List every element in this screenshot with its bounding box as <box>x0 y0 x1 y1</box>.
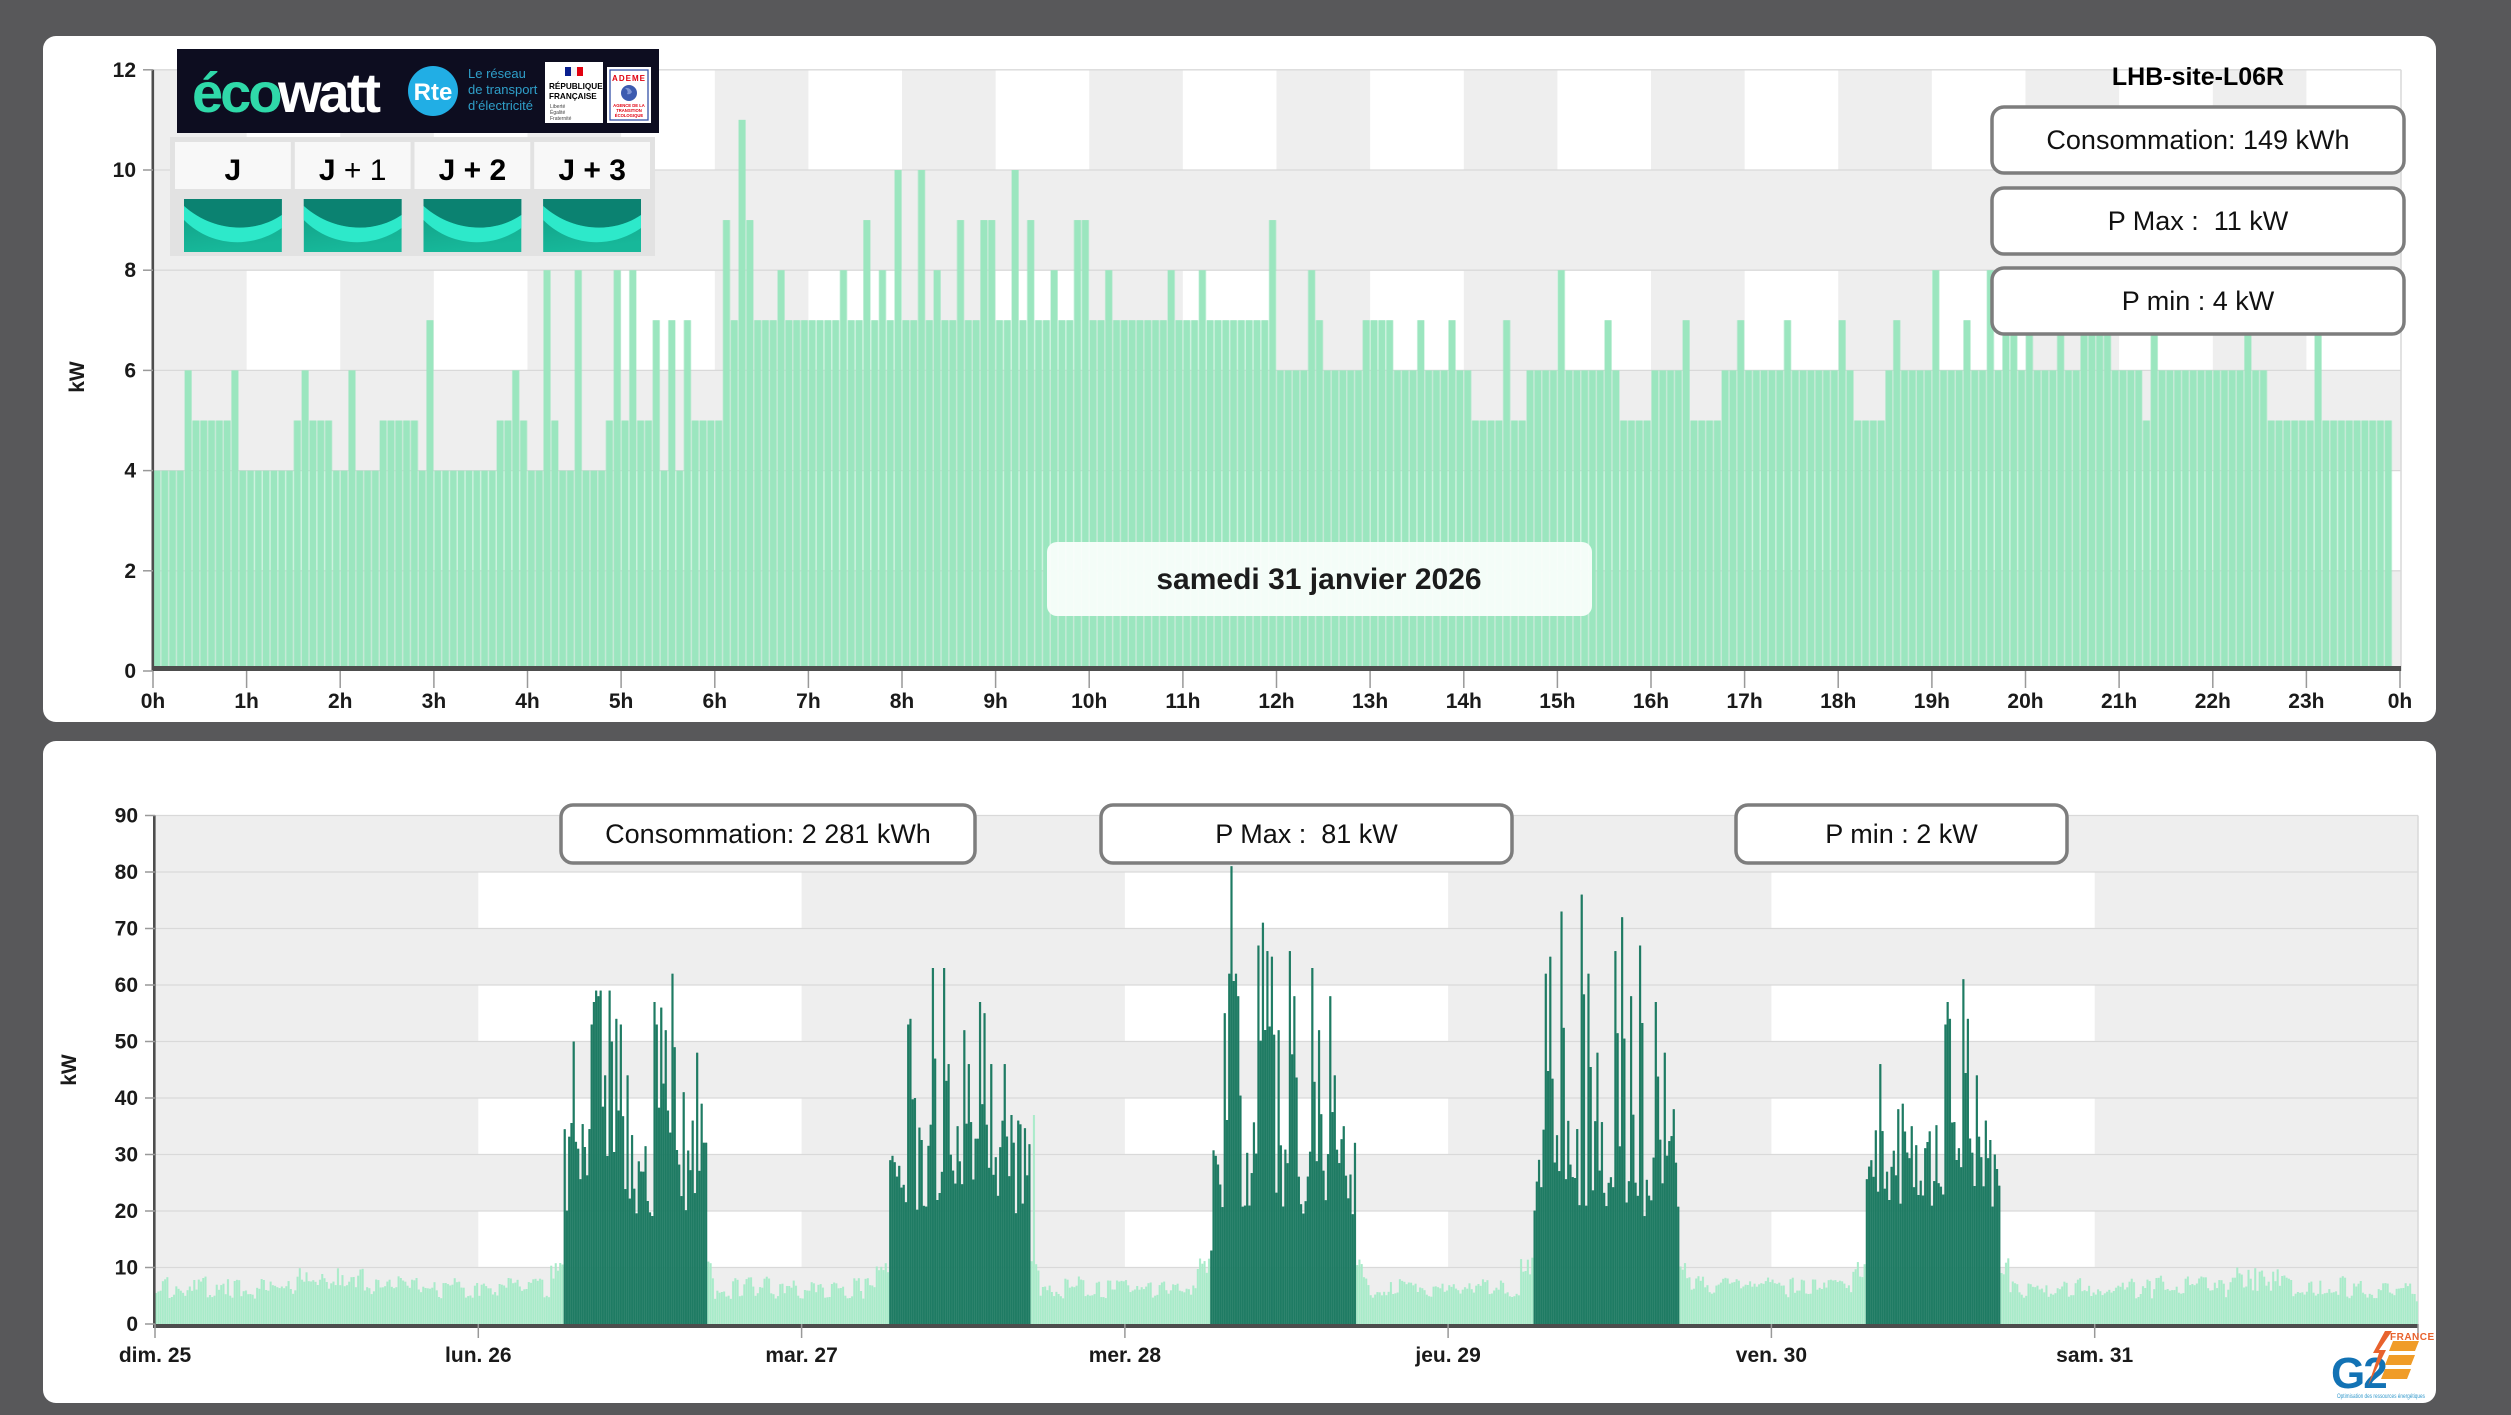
svg-text:7h: 7h <box>796 690 821 713</box>
svg-text:mar. 27: mar. 27 <box>765 1344 837 1367</box>
svg-text:J: J <box>225 154 242 187</box>
svg-text:de transport: de transport <box>468 82 538 97</box>
svg-text:J + 1: J + 1 <box>319 154 387 187</box>
svg-text:P min : 4 kW: P min : 4 kW <box>2122 286 2275 316</box>
svg-text:AGENCE DE LA: AGENCE DE LA <box>613 103 645 108</box>
svg-text:Fraternité: Fraternité <box>550 116 572 122</box>
svg-text:14h: 14h <box>1446 690 1482 713</box>
svg-text:samedi 31 janvier 2026: samedi 31 janvier 2026 <box>1156 563 1481 596</box>
svg-text:50: 50 <box>115 1031 138 1054</box>
svg-text:Le réseau: Le réseau <box>468 66 526 81</box>
svg-text:0: 0 <box>126 1313 138 1336</box>
svg-text:16h: 16h <box>1633 690 1669 713</box>
svg-text:Liberté: Liberté <box>550 104 566 110</box>
svg-text:40: 40 <box>115 1087 138 1110</box>
svg-text:21h: 21h <box>2101 690 2137 713</box>
svg-text:watt: watt <box>277 61 380 124</box>
svg-text:J + 3: J + 3 <box>558 154 626 187</box>
svg-text:20: 20 <box>115 1200 138 1223</box>
svg-text:mer. 28: mer. 28 <box>1089 1344 1162 1367</box>
svg-text:11h: 11h <box>1165 690 1200 713</box>
svg-text:8: 8 <box>124 259 136 282</box>
svg-text:17h: 17h <box>1727 690 1763 713</box>
svg-text:0h: 0h <box>141 690 166 713</box>
svg-text:6h: 6h <box>703 690 728 713</box>
svg-text:12: 12 <box>113 59 136 82</box>
svg-text:13h: 13h <box>1352 690 1388 713</box>
svg-text:4h: 4h <box>515 690 540 713</box>
svg-text:1h: 1h <box>234 690 259 713</box>
svg-text:lun. 26: lun. 26 <box>445 1344 512 1367</box>
svg-text:ÉCOLOGIQUE: ÉCOLOGIQUE <box>615 113 644 118</box>
svg-text:9h: 9h <box>983 690 1008 713</box>
svg-text:2: 2 <box>124 560 136 583</box>
svg-text:Consommation: 2 281 kWh: Consommation: 2 281 kWh <box>605 819 931 849</box>
svg-text:18h: 18h <box>1820 690 1856 713</box>
svg-text:P min : 2 kW: P min : 2 kW <box>1825 819 1978 849</box>
svg-text:4: 4 <box>124 460 136 483</box>
svg-text:30: 30 <box>115 1144 138 1167</box>
svg-text:LHB-site-L06R: LHB-site-L06R <box>2112 63 2284 91</box>
svg-text:kW: kW <box>66 361 89 393</box>
svg-text:ADEME: ADEME <box>612 74 646 83</box>
svg-text:10: 10 <box>115 1257 138 1280</box>
svg-text:kW: kW <box>58 1054 81 1086</box>
svg-text:Consommation: 149 kWh: Consommation: 149 kWh <box>2046 125 2349 155</box>
svg-text:22h: 22h <box>2195 690 2231 713</box>
svg-text:10h: 10h <box>1071 690 1107 713</box>
svg-text:5h: 5h <box>609 690 634 713</box>
svg-text:d’électricité: d’électricité <box>468 98 533 113</box>
svg-text:P Max : 81 kW: P Max : 81 kW <box>1215 819 1398 849</box>
svg-text:jeu. 29: jeu. 29 <box>1414 1344 1480 1367</box>
svg-text:12h: 12h <box>1258 690 1294 713</box>
svg-text:20h: 20h <box>2007 690 2043 713</box>
svg-text:3h: 3h <box>422 690 447 713</box>
svg-text:Rte: Rte <box>414 79 453 106</box>
svg-text:90: 90 <box>115 805 138 828</box>
svg-text:70: 70 <box>115 918 138 941</box>
svg-text:FRANCE: FRANCE <box>2390 1332 2435 1343</box>
svg-text:J + 2: J + 2 <box>439 154 507 187</box>
svg-text:6: 6 <box>124 359 136 382</box>
svg-text:sam. 31: sam. 31 <box>2056 1344 2133 1367</box>
svg-text:0h: 0h <box>2388 690 2413 713</box>
svg-text:8h: 8h <box>890 690 915 713</box>
svg-text:TRANSITION: TRANSITION <box>616 108 642 113</box>
svg-text:80: 80 <box>115 861 138 884</box>
svg-text:10: 10 <box>113 159 136 182</box>
svg-text:0: 0 <box>124 660 136 683</box>
svg-text:RÉPUBLIQUE: RÉPUBLIQUE <box>549 81 603 91</box>
svg-text:23h: 23h <box>2288 690 2324 713</box>
svg-text:60: 60 <box>115 974 138 997</box>
svg-text:Égalité: Égalité <box>550 109 566 116</box>
svg-text:FRANÇAISE: FRANÇAISE <box>549 92 597 101</box>
svg-text:15h: 15h <box>1539 690 1575 713</box>
svg-text:éco: éco <box>192 61 281 124</box>
svg-text:ven. 30: ven. 30 <box>1736 1344 1807 1367</box>
svg-text:2h: 2h <box>328 690 353 713</box>
svg-text:Optimisation des ressources én: Optimisation des ressources énergétiques <box>2337 1394 2425 1400</box>
svg-text:dim. 25: dim. 25 <box>119 1344 192 1367</box>
svg-text:19h: 19h <box>1914 690 1950 713</box>
svg-text:P Max : 11 kW: P Max : 11 kW <box>2108 206 2289 236</box>
